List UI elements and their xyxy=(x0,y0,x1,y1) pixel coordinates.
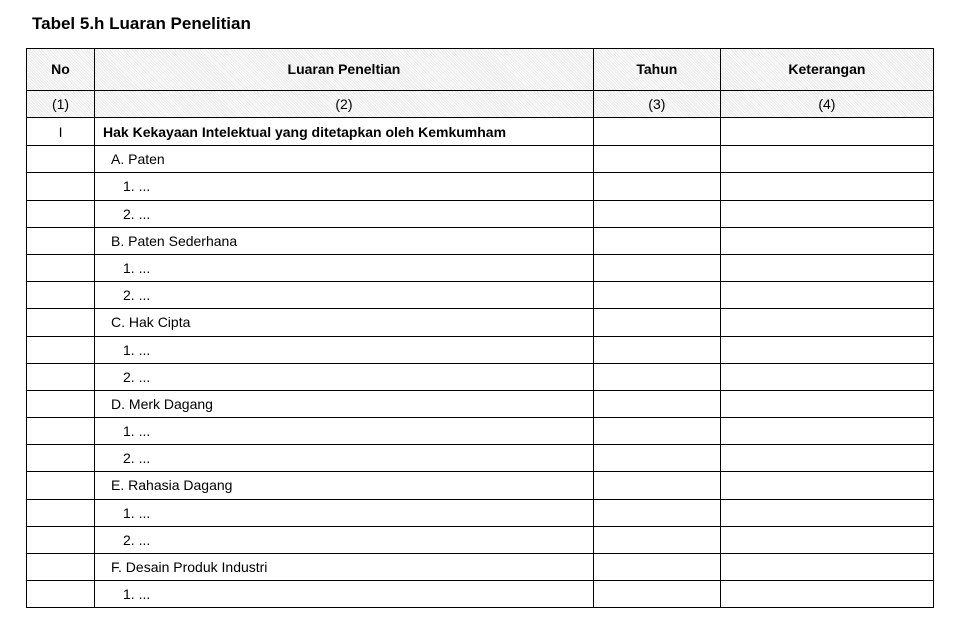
subheader-1: (1) xyxy=(27,91,95,118)
subheader-4: (4) xyxy=(720,91,933,118)
subheader-row: (1) (2) (3) (4) xyxy=(27,91,934,118)
cell-tahun xyxy=(593,499,720,526)
cell-keterangan xyxy=(720,146,933,173)
cell-luaran: 1. ... xyxy=(95,581,594,608)
cell-tahun xyxy=(593,581,720,608)
subheader-2: (2) xyxy=(95,91,594,118)
table-row: 1. ... xyxy=(27,418,934,445)
header-tahun: Tahun xyxy=(593,49,720,91)
cell-no xyxy=(27,309,95,336)
cell-tahun xyxy=(593,146,720,173)
cell-luaran: A. Paten xyxy=(95,146,594,173)
cell-keterangan xyxy=(720,581,933,608)
table-row: 2. ... xyxy=(27,445,934,472)
subheader-3: (3) xyxy=(593,91,720,118)
cell-tahun xyxy=(593,472,720,499)
cell-tahun xyxy=(593,200,720,227)
cell-luaran: 1. ... xyxy=(95,336,594,363)
table-row: 2. ... xyxy=(27,363,934,390)
cell-keterangan xyxy=(720,472,933,499)
cell-tahun xyxy=(593,363,720,390)
table-row: D. Merk Dagang xyxy=(27,390,934,417)
cell-keterangan xyxy=(720,200,933,227)
cell-no xyxy=(27,418,95,445)
table-body: (1) (2) (3) (4) I Hak Kekayaan Intelektu… xyxy=(27,91,934,608)
luaran-table: No Luaran Peneltian Tahun Keterangan (1)… xyxy=(26,48,934,608)
cell-luaran: 2. ... xyxy=(95,200,594,227)
cell-keterangan xyxy=(720,309,933,336)
table-row: 2. ... xyxy=(27,200,934,227)
header-keterangan: Keterangan xyxy=(720,49,933,91)
cell-tahun xyxy=(593,254,720,281)
cell-tahun xyxy=(593,554,720,581)
table-row: C. Hak Cipta xyxy=(27,309,934,336)
cell-keterangan xyxy=(720,499,933,526)
cell-no xyxy=(27,173,95,200)
table-row: 1. ... xyxy=(27,173,934,200)
cell-no xyxy=(27,254,95,281)
table-row: 2. ... xyxy=(27,282,934,309)
cell-tahun xyxy=(593,282,720,309)
cell-luaran: B. Paten Sederhana xyxy=(95,227,594,254)
cell-no xyxy=(27,472,95,499)
cell-no xyxy=(27,499,95,526)
cell-keterangan xyxy=(720,363,933,390)
cell-no xyxy=(27,282,95,309)
table-row: 1. ... xyxy=(27,499,934,526)
cell-tahun xyxy=(593,173,720,200)
cell-keterangan xyxy=(720,445,933,472)
table-row: A. Paten xyxy=(27,146,934,173)
cell-luaran: E. Rahasia Dagang xyxy=(95,472,594,499)
cell-keterangan xyxy=(720,282,933,309)
table-row: E. Rahasia Dagang xyxy=(27,472,934,499)
cell-luaran: 1. ... xyxy=(95,418,594,445)
cell-no xyxy=(27,390,95,417)
cell-tahun xyxy=(593,336,720,363)
cell-no xyxy=(27,363,95,390)
cell-keterangan xyxy=(720,418,933,445)
cell-tahun xyxy=(593,390,720,417)
cell-luaran: 1. ... xyxy=(95,173,594,200)
cell-luaran: 2. ... xyxy=(95,445,594,472)
cell-tahun xyxy=(593,309,720,336)
cell-no xyxy=(27,227,95,254)
section-row: I Hak Kekayaan Intelektual yang ditetapk… xyxy=(27,118,934,146)
cell-no xyxy=(27,200,95,227)
cell-luaran: 1. ... xyxy=(95,254,594,281)
cell-tahun xyxy=(593,227,720,254)
table-row: B. Paten Sederhana xyxy=(27,227,934,254)
cell-keterangan xyxy=(720,227,933,254)
section-tahun xyxy=(593,118,720,146)
table-row: 1. ... xyxy=(27,581,934,608)
header-row: No Luaran Peneltian Tahun Keterangan xyxy=(27,49,934,91)
table-title: Tabel 5.h Luaran Penelitian xyxy=(32,14,934,34)
cell-keterangan xyxy=(720,554,933,581)
cell-keterangan xyxy=(720,173,933,200)
section-label: Hak Kekayaan Intelektual yang ditetapkan… xyxy=(95,118,594,146)
cell-luaran: 1. ... xyxy=(95,499,594,526)
table-row: 1. ... xyxy=(27,336,934,363)
cell-no xyxy=(27,336,95,363)
table-row: F. Desain Produk Industri xyxy=(27,554,934,581)
section-keterangan xyxy=(720,118,933,146)
header-no: No xyxy=(27,49,95,91)
cell-no xyxy=(27,554,95,581)
cell-luaran: 2. ... xyxy=(95,282,594,309)
cell-no xyxy=(27,146,95,173)
cell-tahun xyxy=(593,418,720,445)
cell-keterangan xyxy=(720,336,933,363)
cell-keterangan xyxy=(720,390,933,417)
cell-luaran: 2. ... xyxy=(95,363,594,390)
header-luaran: Luaran Peneltian xyxy=(95,49,594,91)
cell-luaran: C. Hak Cipta xyxy=(95,309,594,336)
cell-tahun xyxy=(593,445,720,472)
table-row: 1. ... xyxy=(27,254,934,281)
cell-no xyxy=(27,581,95,608)
cell-luaran: F. Desain Produk Industri xyxy=(95,554,594,581)
cell-keterangan xyxy=(720,254,933,281)
cell-luaran: D. Merk Dagang xyxy=(95,390,594,417)
cell-no xyxy=(27,445,95,472)
section-no: I xyxy=(27,118,95,146)
